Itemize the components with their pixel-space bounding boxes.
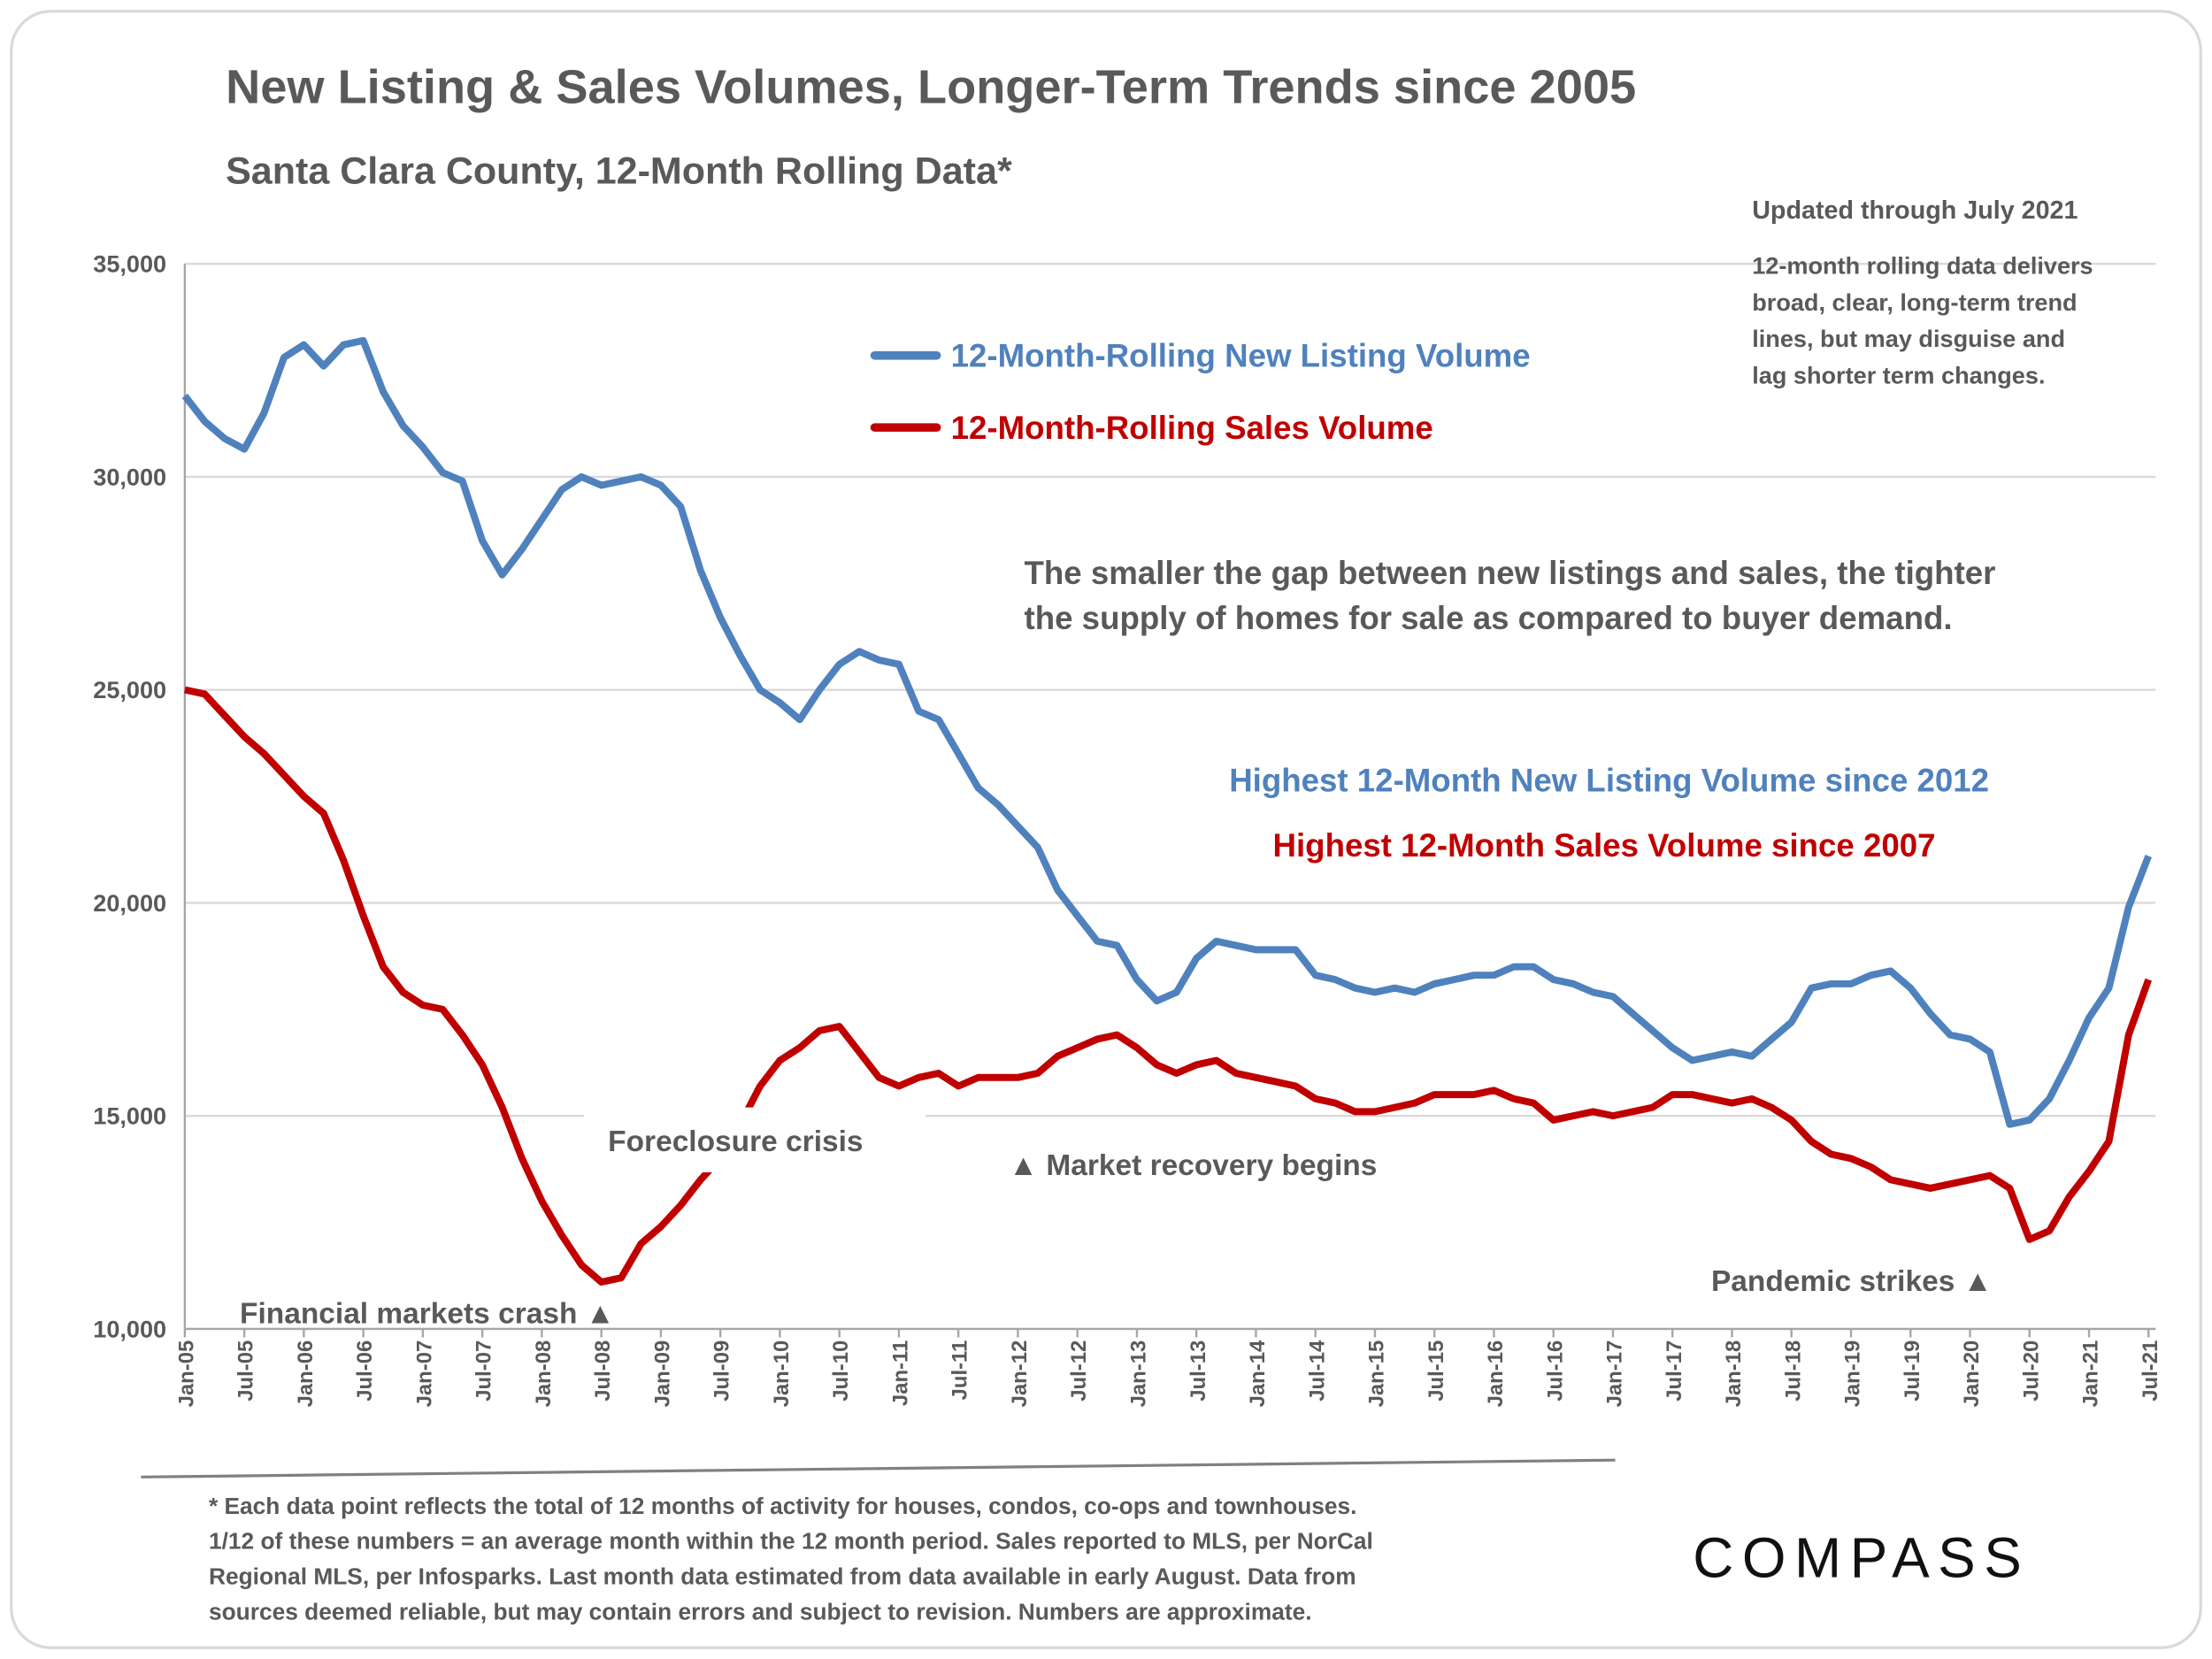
footnote: * Each data point reflects the total of … bbox=[209, 1493, 1356, 1519]
y-tick-label: 15,000 bbox=[93, 1102, 166, 1130]
brand-logo: COMPASS bbox=[1693, 1526, 2030, 1590]
frame bbox=[10, 10, 2202, 1649]
footnote-rule bbox=[141, 1458, 1616, 1479]
y-tick-label: 10,000 bbox=[93, 1315, 166, 1342]
annotation: ▲ Market recovery begins bbox=[1009, 1149, 1377, 1182]
footnote: Regional MLS, per Infosparks. Last month… bbox=[209, 1563, 1356, 1589]
annotation: the supply of homes for sale as compared… bbox=[1025, 600, 1953, 636]
x-tick-label: Jul-05 bbox=[234, 1340, 258, 1402]
side-note: 12-month rolling data delivers bbox=[1752, 251, 2093, 279]
footnote: 1/12 of these numbers = an average month… bbox=[209, 1528, 1373, 1555]
side-note: lines, but may disguise and bbox=[1752, 325, 2065, 352]
x-tick-label: Jul-07 bbox=[472, 1340, 496, 1402]
legend-label: 12-Month-Rolling Sales Volume bbox=[951, 410, 1433, 446]
y-tick-label: 35,000 bbox=[93, 250, 166, 278]
x-tick-label: Jul-19 bbox=[1901, 1340, 1924, 1402]
x-tick-label: Jul-09 bbox=[710, 1340, 734, 1402]
annotation: Pandemic strikes ▲ bbox=[1711, 1265, 1993, 1298]
annotation-bg bbox=[584, 1107, 926, 1172]
x-tick-label: Jan-20 bbox=[1960, 1340, 1984, 1408]
x-tick-label: Jan-08 bbox=[532, 1340, 556, 1408]
footnote: sources deemed reliable, but may contain… bbox=[209, 1598, 1312, 1624]
annotation: Financial markets crash ▲ bbox=[240, 1298, 615, 1331]
annotation: Highest 12-Month New Listing Volume sinc… bbox=[1229, 762, 1989, 798]
y-tick-label: 25,000 bbox=[93, 676, 166, 703]
x-tick-label: Jul-17 bbox=[1663, 1340, 1686, 1402]
x-tick-label: Jan-17 bbox=[1603, 1340, 1627, 1408]
x-tick-label: Jul-14 bbox=[1305, 1340, 1329, 1402]
x-tick-label: Jul-06 bbox=[353, 1340, 377, 1402]
series-line bbox=[181, 336, 2152, 1128]
x-tick-label: Jan-13 bbox=[1126, 1340, 1150, 1408]
annotation: Foreclosure crisis bbox=[608, 1125, 863, 1158]
x-tick-label: Jul-12 bbox=[1067, 1340, 1091, 1402]
x-tick-label: Jan-09 bbox=[650, 1340, 674, 1408]
chart-subtitle: Santa Clara County, 12-Month Rolling Dat… bbox=[226, 150, 1012, 192]
x-tick-label: Jan-10 bbox=[770, 1340, 794, 1408]
x-tick-label: Jan-05 bbox=[174, 1340, 198, 1408]
x-tick-label: Jul-11 bbox=[949, 1340, 972, 1401]
x-tick-label: Jul-08 bbox=[591, 1340, 615, 1402]
x-tick-label: Jul-13 bbox=[1187, 1340, 1210, 1402]
side-note: lag shorter term changes. bbox=[1752, 362, 2045, 389]
x-tick-label: Jan-21 bbox=[2079, 1340, 2103, 1408]
y-tick-label: 30,000 bbox=[93, 463, 166, 490]
legend-label: 12-Month-Rolling New Listing Volume bbox=[951, 338, 1531, 374]
x-tick-label: Jan-19 bbox=[1841, 1340, 1865, 1408]
x-tick-label: Jan-06 bbox=[294, 1340, 318, 1408]
x-tick-label: Jan-07 bbox=[412, 1340, 436, 1408]
x-tick-label: Jul-20 bbox=[2019, 1340, 2043, 1402]
x-tick-label: Jul-18 bbox=[1781, 1340, 1805, 1402]
x-tick-label: Jul-15 bbox=[1425, 1340, 1448, 1402]
side-note: broad, clear, long-term trend bbox=[1752, 288, 2077, 316]
series-line bbox=[184, 686, 2153, 1286]
y-tick-label: 20,000 bbox=[93, 889, 166, 917]
update-note: Updated through July 2021 bbox=[1752, 196, 2078, 225]
x-tick-label: Jul-21 bbox=[2139, 1340, 2162, 1402]
annotation: Highest 12-Month Sales Volume since 2007 bbox=[1273, 827, 1936, 864]
x-tick-label: Jul-16 bbox=[1543, 1340, 1567, 1402]
chart-title: New Listing & Sales Volumes, Longer-Term… bbox=[226, 60, 1636, 113]
x-tick-label: Jan-15 bbox=[1365, 1340, 1389, 1408]
x-tick-label: Jan-18 bbox=[1722, 1340, 1746, 1408]
x-tick-label: Jan-14 bbox=[1246, 1340, 1270, 1407]
annotation: The smaller the gap between new listings… bbox=[1025, 555, 1996, 591]
x-tick-label: Jan-11 bbox=[888, 1340, 912, 1406]
x-tick-label: Jul-10 bbox=[829, 1340, 853, 1402]
x-tick-label: Jan-12 bbox=[1008, 1340, 1032, 1408]
x-tick-label: Jan-16 bbox=[1484, 1340, 1508, 1408]
